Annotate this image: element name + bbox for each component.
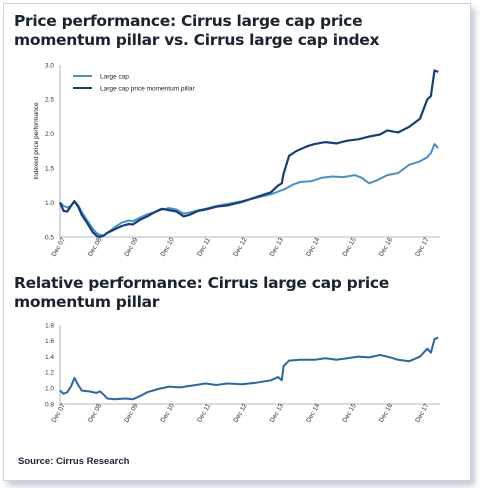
x-tick-label: Dec 09 xyxy=(123,402,140,424)
x-tick-label: Dec 15 xyxy=(341,236,358,258)
y-tick-label: 3.0 xyxy=(45,62,54,69)
x-tick-label: Dec 16 xyxy=(378,236,395,258)
x-tick-label: Dec 09 xyxy=(123,236,140,258)
x-tick-label: Dec 12 xyxy=(232,236,249,258)
x-tick-label: Dec 13 xyxy=(269,402,286,424)
x-tick-label: Dec 17 xyxy=(414,402,431,424)
y-tick-label: 1.0 xyxy=(45,386,54,393)
x-tick-label: Dec 17 xyxy=(414,236,431,258)
y-tick-label: 1.2 xyxy=(45,370,54,377)
x-tick-label: Dec 08 xyxy=(87,402,104,424)
legend-label: Large cap xyxy=(100,73,129,80)
x-tick-label: Dec 16 xyxy=(378,402,395,424)
x-tick-label: Dec 14 xyxy=(305,236,322,258)
series-line-relative xyxy=(59,336,439,401)
y-tick-label: 1.6 xyxy=(45,338,54,345)
y-tick-label: 2.0 xyxy=(45,131,54,138)
y-tick-label: 1.8 xyxy=(45,322,54,329)
x-tick-label: Dec 08 xyxy=(87,236,104,258)
y-axis-label: Indexed price performance xyxy=(33,102,40,180)
x-tick-label: Dec 15 xyxy=(341,402,358,424)
y-tick-label: 0.8 xyxy=(45,401,54,408)
chart-card: Price performance: Cirrus large cap pric… xyxy=(3,3,471,481)
source-note: Source: Cirrus Research xyxy=(18,456,130,467)
y-tick-label: 2.5 xyxy=(45,97,54,104)
y-tick-label: 1.4 xyxy=(45,354,54,361)
y-tick-label: 1.5 xyxy=(45,166,54,173)
x-tick-label: Dec 13 xyxy=(269,236,286,258)
x-tick-label: Dec 14 xyxy=(305,402,322,424)
legend-label: Large cap price momentum pillar xyxy=(100,85,195,92)
y-tick-label: 0.5 xyxy=(45,234,54,241)
x-tick-label: Dec 11 xyxy=(196,402,212,423)
series-line-large-cap-price-momentum-pillar xyxy=(58,69,439,239)
x-tick-label: Dec 10 xyxy=(160,236,177,258)
x-tick-label: Dec 11 xyxy=(196,236,212,257)
x-tick-label: Dec 12 xyxy=(232,402,249,424)
y-tick-label: 1.0 xyxy=(45,200,54,207)
series-line-large-cap xyxy=(59,143,439,237)
chart-title-price-performance: Price performance: Cirrus large cap pric… xyxy=(14,12,380,49)
x-tick-label: Dec 10 xyxy=(160,402,177,424)
chart-title-relative-performance: Relative performance: Cirrus large cap p… xyxy=(14,274,389,311)
